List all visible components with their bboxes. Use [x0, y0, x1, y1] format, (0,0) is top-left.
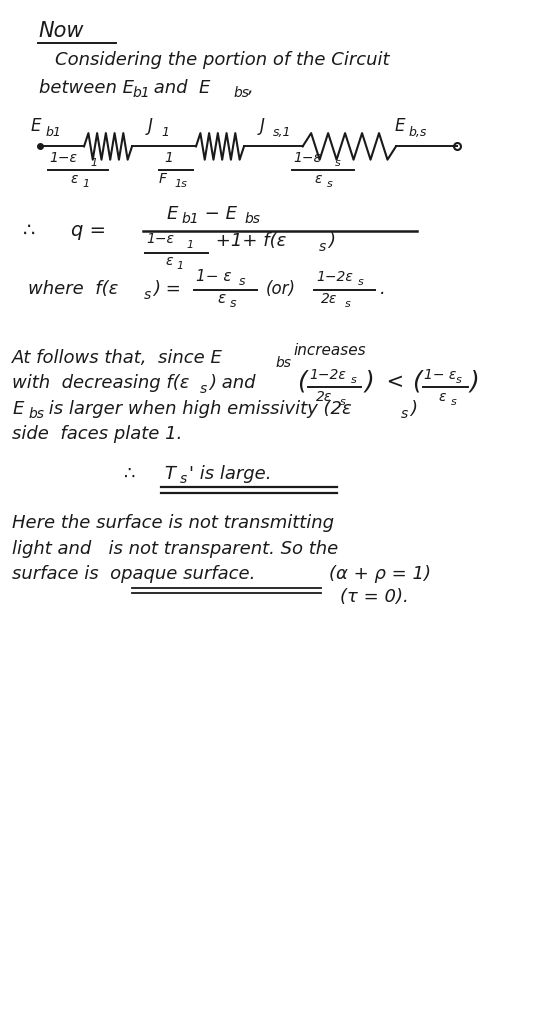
Text: ' is large.: ' is large. — [189, 465, 272, 483]
Text: Considering the portion of the Circuit: Considering the portion of the Circuit — [55, 51, 389, 69]
Text: 1: 1 — [161, 126, 169, 139]
Text: s: s — [401, 408, 408, 421]
Text: 2ε: 2ε — [321, 292, 338, 305]
Text: (: ( — [412, 370, 422, 393]
Text: 1s: 1s — [175, 179, 188, 189]
Text: b1: b1 — [46, 126, 62, 139]
Text: s: s — [340, 396, 346, 407]
Text: J: J — [148, 117, 153, 135]
Text: bs: bs — [28, 408, 44, 421]
Text: and  E: and E — [148, 79, 211, 97]
Text: J: J — [260, 117, 265, 135]
Text: s: s — [451, 396, 457, 407]
Text: s: s — [180, 472, 187, 486]
Text: s: s — [229, 297, 236, 309]
Text: ∴: ∴ — [124, 465, 136, 483]
Text: q =: q = — [71, 221, 106, 241]
Text: s: s — [239, 275, 245, 289]
Text: between E: between E — [39, 79, 133, 97]
Text: ): ) — [365, 370, 375, 393]
Text: At follows that,  since E: At follows that, since E — [12, 349, 223, 367]
Text: is larger when high emissivity (2ε: is larger when high emissivity (2ε — [43, 400, 352, 418]
Text: E: E — [31, 117, 41, 135]
Text: b1: b1 — [132, 86, 150, 100]
Text: bs: bs — [233, 86, 249, 100]
Text: T̅: T̅ — [164, 465, 175, 483]
Text: (: ( — [297, 370, 307, 393]
Text: (α + ρ = 1): (α + ρ = 1) — [329, 565, 431, 584]
Text: ε: ε — [438, 390, 446, 403]
Text: (τ = 0).: (τ = 0). — [340, 588, 409, 606]
Text: E: E — [395, 117, 405, 135]
Text: E: E — [167, 205, 178, 223]
Text: side  faces plate 1.: side faces plate 1. — [12, 426, 182, 443]
Text: 1: 1 — [83, 179, 90, 189]
Text: E: E — [12, 400, 24, 418]
Text: ): ) — [470, 370, 479, 393]
Text: 1: 1 — [164, 151, 173, 165]
Text: 1: 1 — [176, 261, 183, 271]
Text: 1−2ε: 1−2ε — [316, 270, 353, 285]
Text: s: s — [345, 299, 351, 308]
Text: 1: 1 — [187, 240, 194, 250]
Text: s: s — [456, 376, 461, 385]
Text: with  decreasing f(ε: with decreasing f(ε — [12, 375, 190, 392]
Text: increases: increases — [294, 343, 366, 357]
Text: (or): (or) — [265, 281, 295, 298]
Text: s,1: s,1 — [273, 126, 292, 139]
Text: 1−ε: 1−ε — [294, 151, 322, 165]
Text: s: s — [319, 240, 326, 254]
Text: s: s — [200, 382, 207, 395]
Text: bs: bs — [276, 356, 292, 370]
Text: .: . — [380, 281, 386, 298]
Text: Now: Now — [39, 22, 84, 41]
Text: ) and: ) and — [210, 375, 256, 392]
Text: s: s — [144, 288, 152, 301]
Text: 1− ε: 1− ε — [424, 369, 457, 382]
Text: light and   is not transparent. So the: light and is not transparent. So the — [12, 540, 338, 558]
Text: bs: bs — [244, 212, 260, 226]
Text: ∴: ∴ — [23, 221, 35, 241]
Text: s: s — [358, 278, 363, 288]
Text: ε: ε — [217, 291, 226, 305]
Text: surface is  opaque surface.: surface is opaque surface. — [12, 565, 256, 584]
Text: ): ) — [411, 400, 418, 418]
Text: +1+ f(ε: +1+ f(ε — [211, 232, 287, 251]
Text: 1−ε: 1−ε — [146, 232, 174, 247]
Text: 2ε: 2ε — [316, 390, 332, 403]
Text: b,s: b,s — [408, 126, 427, 139]
Text: s: s — [351, 376, 356, 385]
Text: ) =: ) = — [153, 281, 181, 298]
Text: ε: ε — [71, 172, 78, 186]
Text: b1: b1 — [181, 212, 199, 226]
Text: 1− ε: 1− ε — [196, 269, 232, 285]
Text: s: s — [334, 158, 340, 168]
Text: ε: ε — [315, 172, 323, 186]
Text: − E: − E — [199, 205, 237, 223]
Text: <: < — [380, 373, 404, 392]
Text: Here the surface is not transmitting: Here the surface is not transmitting — [12, 514, 334, 532]
Text: s: s — [326, 179, 332, 189]
Text: F: F — [159, 172, 167, 186]
Text: 1−ε: 1−ε — [49, 151, 77, 165]
Text: ,: , — [248, 79, 254, 97]
Text: ): ) — [327, 232, 334, 251]
Text: ε: ε — [166, 254, 173, 268]
Text: 1: 1 — [91, 158, 98, 168]
Text: 1−2ε: 1−2ε — [310, 369, 346, 382]
Text: where  f(ε: where f(ε — [28, 281, 118, 298]
